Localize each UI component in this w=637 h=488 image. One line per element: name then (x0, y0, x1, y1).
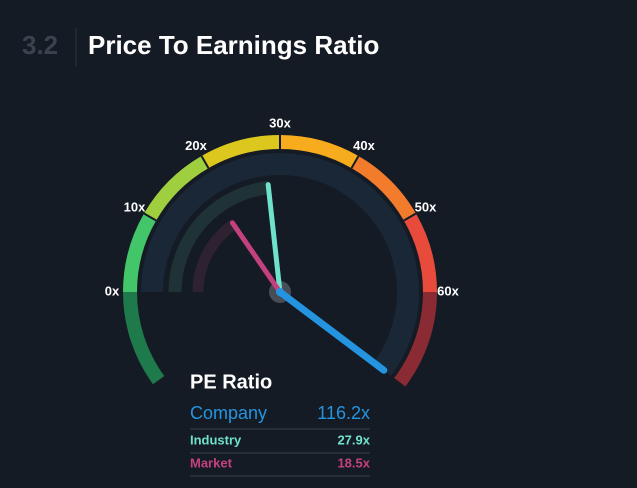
tick-label: 40x (353, 138, 375, 153)
page-title: Price To Earnings Ratio (88, 30, 379, 60)
tick-mark (143, 212, 157, 222)
gauge-band (279, 135, 359, 169)
gauge-band (201, 135, 281, 169)
legend-value: 18.5x (337, 455, 370, 470)
needle (229, 220, 283, 295)
gauge-band (403, 213, 437, 293)
needle (265, 182, 283, 295)
hub-dot (276, 288, 284, 296)
gauge-band (123, 213, 157, 293)
tick-mark (350, 155, 360, 169)
legend-name: Market (190, 455, 233, 470)
tick-label: 30x (269, 115, 291, 130)
value-track (141, 153, 419, 376)
legend-value: 27.9x (337, 432, 370, 447)
gauge-band (351, 156, 416, 221)
tick-label: 0x (105, 283, 120, 298)
high-band (394, 291, 437, 387)
legend: PE Ratio Company 116.2x Industry 27.9x Market… (190, 371, 371, 477)
legend-title: PE Ratio (190, 371, 272, 393)
value-track (192, 219, 237, 293)
tick-label: 20x (185, 138, 207, 153)
tick-label: 60x (437, 283, 459, 298)
legend-name: Industry (190, 432, 242, 447)
legend-value: 116.2x (317, 403, 370, 423)
needle (276, 288, 388, 374)
value-track (168, 181, 270, 293)
legend-name: Company (190, 403, 267, 423)
tick-label: 50x (415, 199, 437, 214)
gauge: 0x 10x 20x 30x 40x 50x 60x (105, 115, 460, 387)
gauge-band (144, 156, 209, 221)
section-number: 3.2 (22, 30, 58, 60)
tick-mark (403, 212, 417, 222)
low-band (123, 291, 165, 385)
tick-mark (200, 155, 210, 169)
tick-label: 10x (124, 199, 146, 214)
